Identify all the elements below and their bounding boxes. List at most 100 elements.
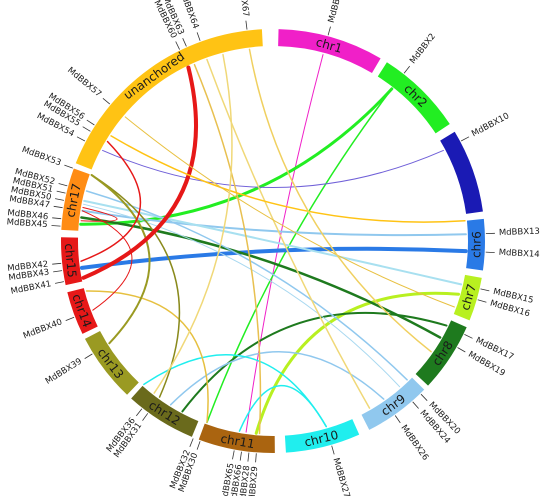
gene-tick-MdBBX66 (239, 451, 242, 461)
chromosome-arc-chr14 (67, 288, 98, 334)
gene-tick-MdBBX27 (331, 445, 335, 455)
gene-tick-MdBBX10 (460, 136, 470, 142)
gene-label-MdBBX42: MdBBX42 (7, 260, 49, 274)
synteny-link-28 (153, 53, 233, 394)
chromosome-arc-chr6 (466, 218, 486, 271)
synteny-link-15 (143, 354, 327, 428)
gene-labels-layer: MdBBX1MdBBX2MdBBX10MdBBX13MdBBX14MdBBX15… (6, 0, 540, 496)
gene-tick-MdBBX53 (64, 164, 73, 169)
gene-tick-MdBBX36 (135, 408, 143, 417)
gene-tick-MdBBX16 (477, 299, 487, 303)
gene-tick-MdBBX24 (412, 401, 419, 409)
links-layer (79, 48, 468, 435)
gene-label-MdBBX1: MdBBX1 (327, 0, 346, 24)
gene-tick-MdBBX60 (175, 41, 180, 50)
chromosome-arc-unanchored (75, 29, 263, 170)
synteny-link-25 (110, 135, 466, 223)
synteny-link-20 (81, 65, 198, 280)
chromosome-arc-chr2 (377, 62, 450, 134)
synteny-link-8 (254, 291, 460, 435)
synteny-link-9 (181, 311, 448, 413)
gene-tick-MdBBX52 (58, 183, 68, 187)
chromosome-label-chr15: chr15 (62, 243, 79, 279)
chromosome-arc-chr3 (440, 131, 483, 214)
gene-tick-MdBBX55 (82, 126, 91, 132)
gene-label-MdBBX53: MdBBX53 (20, 145, 62, 168)
synteny-link-7 (83, 199, 463, 286)
synteny-link-11 (85, 190, 408, 381)
chromosome-label-chr12: chr12 (146, 398, 183, 428)
gene-label-MdBBX2: MdBBX2 (408, 32, 438, 66)
chromosome-arc-chr10 (284, 419, 360, 453)
gene-label-MdBBX39: MdBBX39 (44, 357, 84, 387)
gene-label-MdBBX66: MdBBX66 (229, 464, 245, 496)
gene-tick-MdBBX40 (65, 316, 75, 321)
gene-tick-MdBBX57 (102, 97, 111, 105)
gene-tick-MdBBX67 (245, 20, 248, 30)
chromosome-label-chr11: chr11 (220, 432, 256, 452)
gene-tick-MdBBX1 (327, 26, 331, 36)
gene-label-MdBBX13: MdBBX13 (499, 227, 540, 238)
gene-tick-MdBBX20 (420, 393, 428, 401)
synteny-link-3 (206, 88, 393, 424)
chromosome-arc-chr1 (278, 29, 381, 73)
gene-tick-MdBBX46 (52, 217, 62, 220)
gene-label-MdBBX57: MdBBX57 (65, 65, 103, 99)
synteny-link-2 (79, 87, 394, 226)
synteny-link-13 (169, 351, 385, 406)
gene-tick-MdBBX51 (56, 190, 66, 194)
gene-tick-MdBBX64 (196, 32, 201, 41)
synteny-link-12 (83, 203, 401, 388)
gene-tick-MdBBX39 (84, 353, 93, 359)
chromosome-arc-chr13 (84, 331, 139, 395)
chromosome-label-chr17: chr17 (63, 182, 84, 219)
gene-label-MdBBX29: MdBBX29 (247, 466, 260, 496)
gene-tick-MdBBX19 (457, 347, 466, 353)
gene-label-MdBBX40: MdBBX40 (22, 317, 64, 341)
gene-label-MdBBX26: MdBBX26 (399, 423, 431, 462)
gene-tick-MdBBX41 (55, 281, 64, 284)
gene-label-MdBBX67: MdBBX67 (236, 0, 251, 17)
gene-tick-MdBBX50 (55, 198, 64, 201)
gene-label-MdBBX28: MdBBX28 (238, 465, 253, 496)
gene-label-MdBBX46: MdBBX46 (7, 208, 49, 222)
synteny-link-21 (80, 140, 142, 262)
gene-label-MdBBX14: MdBBX14 (498, 248, 539, 260)
gene-tick-MdBBX29 (255, 453, 257, 463)
chromosome-label-chr6: chr6 (469, 231, 483, 258)
gene-tick-MdBBX30 (196, 441, 201, 450)
synteny-link-6 (79, 246, 468, 270)
gene-label-MdBBX10: MdBBX10 (470, 111, 511, 139)
chromosome-arc-chr15 (60, 237, 83, 286)
chromosome-arc-chr9 (361, 377, 425, 430)
synteny-link-17 (90, 174, 181, 398)
synteny-link-18 (90, 174, 151, 345)
chromosome-arc-chr17 (61, 168, 90, 231)
gene-tick-MdBBX28 (247, 452, 250, 462)
chromosome-arc-chr12 (131, 385, 199, 437)
synteny-link-16 (85, 290, 209, 424)
gene-tick-MdBBX2 (403, 65, 411, 74)
gene-tick-MdBBX63 (182, 38, 187, 47)
gene-tick-MdBBX17 (464, 334, 473, 339)
synteny-link-19 (81, 210, 133, 311)
synteny-link-24 (206, 58, 371, 409)
gene-label-MdBBX27: MdBBX27 (330, 457, 351, 496)
gene-tick-MdBBX15 (480, 288, 490, 292)
synteny-link-10 (80, 216, 442, 339)
synteny-link-26 (124, 116, 455, 308)
gene-tick-MdBBX31 (142, 413, 149, 421)
gene-tick-MdBBX43 (53, 270, 63, 273)
gene-tick-MdBBX45 (51, 225, 61, 227)
synteny-link-1 (245, 54, 324, 433)
synteny-link-4 (102, 149, 444, 188)
chromosome-label-unanchored: unanchored (121, 49, 187, 102)
synteny-link-22 (80, 207, 118, 222)
gene-tick-MdBBX47 (53, 205, 63, 209)
synteny-link-27 (248, 48, 432, 353)
gene-tick-MdBBX56 (86, 119, 95, 126)
gene-tick-MdBBX32 (189, 438, 194, 447)
gene-tick-MdBBX65 (232, 450, 235, 460)
chromosome-arc-chr7 (453, 274, 482, 321)
